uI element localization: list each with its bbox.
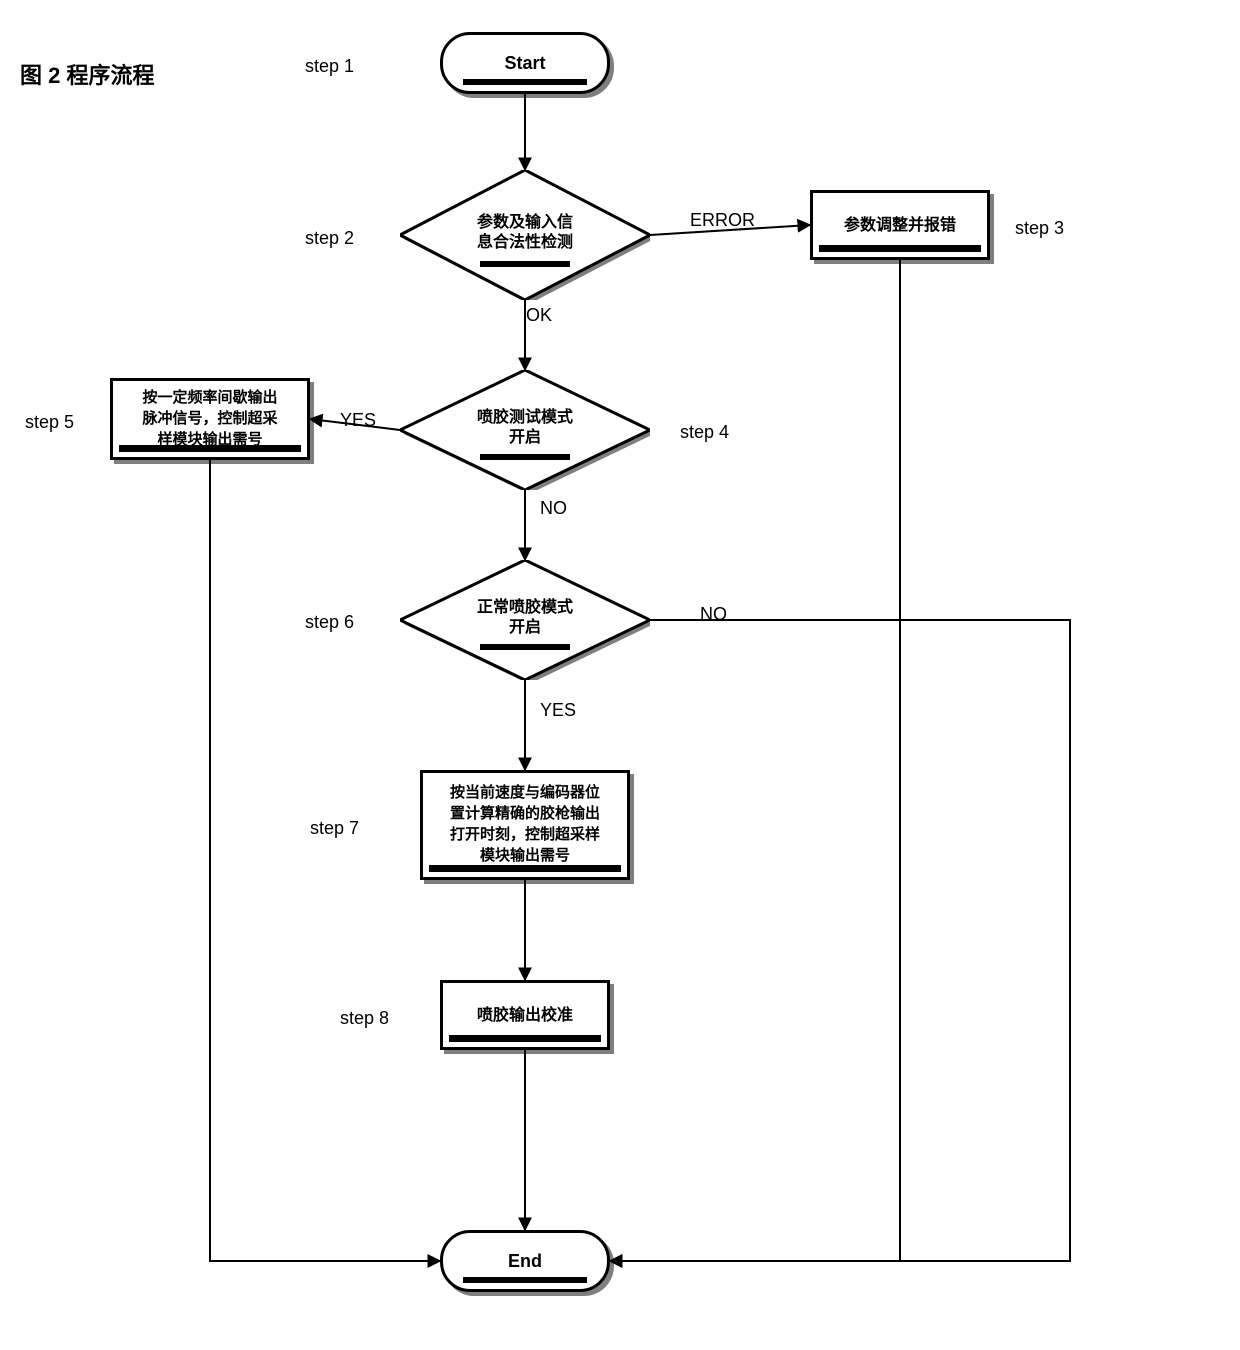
node-bar [429,865,621,872]
figure-title: 图 2 程序流程 [20,58,154,90]
step-label: step 7 [310,818,359,839]
node-end-label: End [508,1251,542,1272]
step-label: step 3 [1015,218,1064,239]
node-step4-label: 喷胶测试模式开启 [400,408,650,448]
node-step6-label: 正常喷胶模式开启 [400,598,650,638]
node-step2-label: 参数及输入信息合法性检测 [400,213,650,253]
edge-label: ERROR [690,210,755,231]
node-bar [119,445,301,452]
node-step8: 喷胶输出校准 [440,980,610,1050]
node-step5-label: 按一定频率间歇输出脉冲信号，控制超采样模块输出需号 [142,386,277,449]
step-label: step 4 [680,422,729,443]
node-step3: 参数调整并报错 [810,190,990,260]
node-step7-label: 按当前速度与编码器位置计算精确的胶枪输出打开时刻，控制超采样模块输出需号 [450,781,600,865]
step-label: step 2 [305,228,354,249]
node-step7: 按当前速度与编码器位置计算精确的胶枪输出打开时刻，控制超采样模块输出需号 [420,770,630,880]
edge-e11 [610,260,900,1261]
node-bar [449,1035,601,1042]
node-bar [463,79,588,85]
node-step5: 按一定频率间歇输出脉冲信号，控制超采样模块输出需号 [110,378,310,460]
node-start: Start [440,32,610,94]
edge-label: YES [340,410,376,431]
flowchart-canvas: 图 2 程序流程 Start 参数及输入信息合法性检测 参数调整并报错 喷胶测试… [0,0,1240,1350]
step-label: step 8 [340,1008,389,1029]
edge-label: YES [540,700,576,721]
node-start-label: Start [504,53,545,74]
node-step3-label: 参数调整并报错 [844,211,956,235]
node-end: End [440,1230,610,1292]
node-step8-label: 喷胶输出校准 [477,1001,573,1025]
node-bar [819,245,981,252]
node-bar [463,1277,588,1283]
node-step6: 正常喷胶模式开启 [400,560,650,680]
step-label: step 1 [305,56,354,77]
edge-label: NO [700,604,727,625]
node-step4: 喷胶测试模式开启 [400,370,650,490]
step-label: step 5 [25,412,74,433]
edge-label: NO [540,498,567,519]
node-step2: 参数及输入信息合法性检测 [400,170,650,300]
edge-e7 [610,620,1070,1261]
edge-label: OK [526,305,552,326]
step-label: step 6 [305,612,354,633]
